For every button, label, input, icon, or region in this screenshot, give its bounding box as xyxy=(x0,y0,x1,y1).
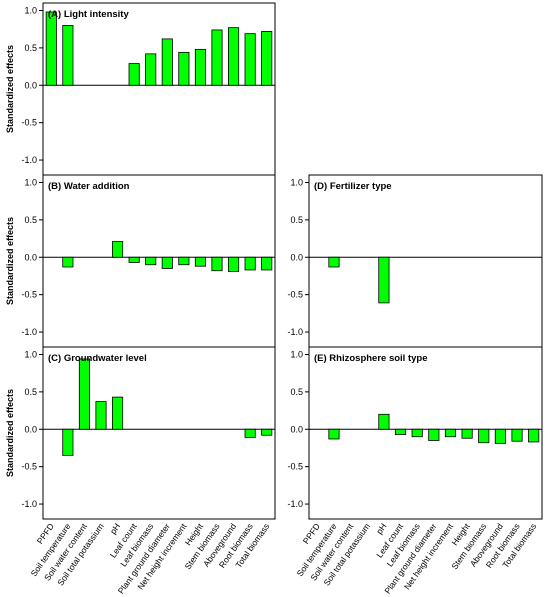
panel-e-title: (E) Rhizosphere soil type xyxy=(314,353,428,364)
panel-e-bar xyxy=(394,428,407,435)
panel-a-bar xyxy=(145,53,157,86)
panel-c-y-tick-label: -1.0 xyxy=(21,499,37,509)
panel-b-bar xyxy=(261,256,273,271)
panel-b-y-tick-label: -0.5 xyxy=(21,290,37,300)
panel-a: 1.0 0.5 0.0 -0.5 -1.0 (A) Light intensity Stan… xyxy=(5,2,276,176)
panel-a-bar xyxy=(228,27,240,86)
panel-b-bar xyxy=(62,256,74,268)
panel-c-bar xyxy=(78,358,90,430)
panel-e-frame xyxy=(308,346,543,520)
panel-a-y-tick-label: 0.0 xyxy=(24,80,37,90)
panel-e-bar xyxy=(494,428,506,444)
panel-b-y-tick-label: -1.0 xyxy=(21,327,37,337)
panel-e-bar xyxy=(478,428,490,444)
panel-c-y-tick-label: -0.5 xyxy=(21,462,37,472)
panel-c-bar xyxy=(62,428,74,456)
panel-b-bar xyxy=(161,256,173,269)
panel-a-bar xyxy=(211,29,223,86)
panel-e-bar xyxy=(528,428,540,443)
panel-a-frame xyxy=(42,2,276,176)
panel-d-y-tick-label: 0.0 xyxy=(290,252,303,262)
panel-a-y-tick-label: 1.0 xyxy=(24,5,37,15)
panel-c-title: (C) Groundwater level xyxy=(48,353,147,364)
panel-b-bar xyxy=(112,241,124,258)
panel-a-y-tick-label: -0.5 xyxy=(21,118,37,128)
panel-b-y-tick-label: 0.5 xyxy=(24,215,37,225)
panel-b-title: (B) Water addition xyxy=(48,181,130,192)
panel-a-bar xyxy=(261,31,273,86)
panel-c-y-tick-label: 0.0 xyxy=(24,424,37,434)
panel-d-title: (D) Fertilizer type xyxy=(314,181,392,192)
panel-a-bar xyxy=(45,11,57,86)
panel-c-bar xyxy=(112,396,124,430)
panel-e-y-tick-label: 1.0 xyxy=(290,349,303,359)
panel-b-bar xyxy=(178,256,190,266)
panel-d-y-tick-label: 1.0 xyxy=(290,177,303,187)
panel-e-bar xyxy=(428,428,440,441)
panel-e-bar xyxy=(411,428,423,438)
panel-a-bar xyxy=(62,25,74,86)
panel-e-y-tick-label: 0.5 xyxy=(290,387,303,397)
panel-a-title: (A) Light intensity xyxy=(48,9,129,20)
panel-d-frame xyxy=(308,174,543,348)
panel-c-bar xyxy=(261,428,273,436)
panel-e-y-tick-label: 0.0 xyxy=(290,424,303,434)
panel-b-bar xyxy=(194,256,206,267)
panel-c-category-label: pH xyxy=(108,521,122,536)
panel-e-category-label: pH xyxy=(374,521,388,536)
panel-e-y-tick-label: -0.5 xyxy=(287,462,303,472)
panel-c: 1.0 0.5 0.0 -0.5 -1.0 (C) Groundwater level St… xyxy=(5,346,276,596)
panel-b-frame xyxy=(42,174,276,348)
panel-e-bar xyxy=(378,413,390,430)
panel-b-bar xyxy=(244,256,256,271)
panel-d-y-tick-label: 0.5 xyxy=(290,215,303,225)
panel-b-bar xyxy=(228,256,240,272)
panel-d-y-tick-label: -0.5 xyxy=(287,290,303,300)
panel-c-y-tick-label: 0.5 xyxy=(24,387,37,397)
panel-d: 1.0 0.5 0.0 -0.5 -1.0 (D) Fertilizer type xyxy=(287,174,543,348)
panel-e-bar xyxy=(461,428,473,439)
panel-a-bar xyxy=(161,38,173,86)
panel-b-bar xyxy=(211,256,223,272)
panel-e-y-tick-label: -1.0 xyxy=(287,499,303,509)
panel-a-bar xyxy=(244,33,256,86)
panel-b-ylabel: Standardized effects xyxy=(5,217,15,305)
panel-a-bar xyxy=(194,48,206,86)
panel-b-y-tick-label: 0.0 xyxy=(24,252,37,262)
panel-e-bar xyxy=(444,428,457,438)
panel-d-bar xyxy=(328,256,340,268)
panel-a-y-tick-label: -1.0 xyxy=(21,155,37,165)
panel-a-y-tick-label: 0.5 xyxy=(24,43,37,53)
panel-b-bar xyxy=(145,256,157,266)
panel-e: 1.0 0.5 0.0 -0.5 -1.0 (E) Rhizosphere soil ty… xyxy=(287,346,543,596)
panel-d-y-tick-label: -1.0 xyxy=(287,327,303,337)
panel-b: 1.0 0.5 0.0 -0.5 -1.0 (B) Water addition Stand… xyxy=(5,174,276,348)
panel-a-ylabel: Standardized effects xyxy=(5,45,15,133)
panel-a-bar xyxy=(128,63,140,86)
panel-c-bar xyxy=(244,428,256,438)
panel-d-bar xyxy=(378,256,390,304)
panel-c-frame xyxy=(42,346,276,520)
panel-c-bar xyxy=(95,401,107,430)
panel-b-bar xyxy=(128,256,140,263)
panel-a-bar xyxy=(178,51,190,86)
panel-e-bar xyxy=(511,428,523,442)
panel-c-y-tick-label: 1.0 xyxy=(24,349,37,359)
panel-c-ylabel: Standardized effects xyxy=(5,389,15,477)
panel-e-bar xyxy=(328,428,340,440)
panel-b-y-tick-label: 1.0 xyxy=(24,177,37,187)
